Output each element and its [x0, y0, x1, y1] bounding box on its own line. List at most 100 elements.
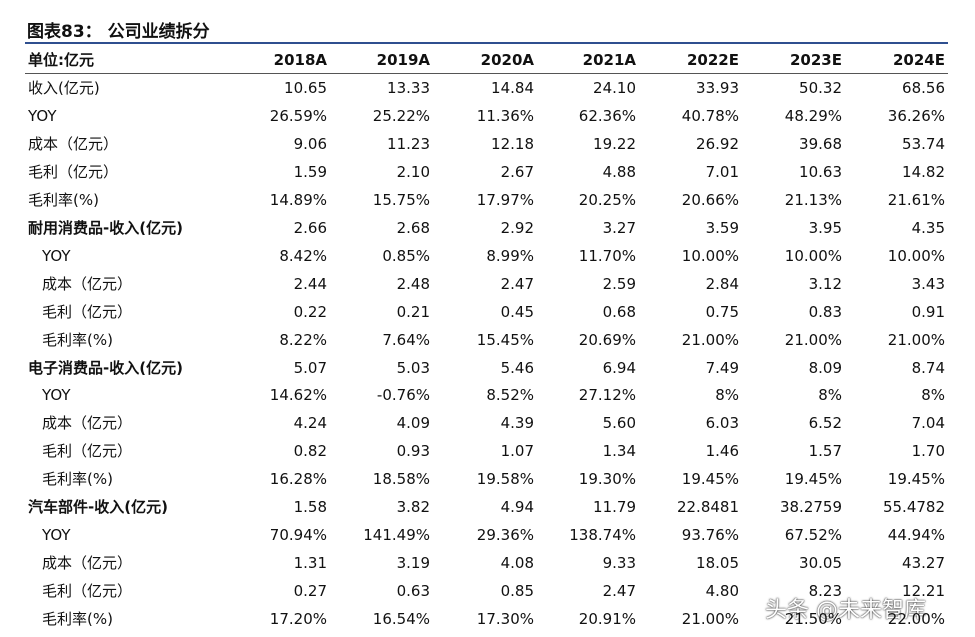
- cell-value: 7.01: [705, 162, 739, 181]
- row-label: 毛利（亿元）: [28, 162, 119, 181]
- title: 图表83： 公司业绩拆分: [27, 22, 210, 42]
- cell-value: 2.44: [293, 274, 327, 293]
- cell-value: 93.76%: [681, 526, 739, 545]
- cell-value: 14.82: [902, 162, 945, 181]
- cell-value: 2.59: [602, 274, 636, 293]
- row-label: 毛利（亿元）: [42, 582, 133, 601]
- cell-value: 22.8481: [676, 498, 739, 517]
- cell-value: 4.80: [705, 582, 739, 601]
- cell-value: 68.56: [902, 79, 945, 97]
- cell-value: 26.92: [696, 134, 739, 153]
- cell-value: 16.54%: [372, 610, 430, 629]
- cell-value: 17.97%: [476, 190, 534, 209]
- cell-value: 33.93: [696, 79, 739, 97]
- cell-value: 4.35: [911, 218, 945, 237]
- cell-value: 2.84: [705, 274, 739, 293]
- cell-value: 8%: [818, 386, 842, 405]
- cell-value: 21.00%: [681, 330, 739, 349]
- cell-value: 16.28%: [269, 470, 327, 489]
- cell-value: 3.19: [396, 554, 430, 573]
- cell-value: 4.24: [293, 414, 327, 433]
- cell-value: 20.69%: [578, 330, 636, 349]
- cell-value: 29.36%: [476, 526, 534, 545]
- cell-value: 4.09: [396, 414, 430, 433]
- cell-value: 27.12%: [578, 386, 636, 405]
- cell-value: 62.36%: [578, 106, 636, 125]
- cell-value: 4.39: [500, 414, 534, 433]
- row-label: 毛利（亿元）: [42, 302, 133, 321]
- cell-value: 0.93: [396, 442, 430, 461]
- row-label: 电子消费品-收入(亿元): [28, 358, 183, 377]
- cell-value: 15.75%: [372, 190, 430, 209]
- cell-value: 1.59: [293, 162, 327, 181]
- cell-value: 0.75: [705, 302, 739, 321]
- cell-value: 13.33: [387, 79, 430, 97]
- cell-value: 8%: [715, 386, 739, 405]
- cell-value: 14.84: [491, 79, 534, 97]
- row-label: 汽车部件-收入(亿元): [28, 498, 168, 517]
- cell-value: 11.36%: [476, 106, 534, 125]
- cell-value: 138.74%: [569, 526, 636, 545]
- cell-value: 8.42%: [279, 246, 327, 265]
- cell-value: 3.12: [808, 274, 842, 293]
- cell-value: 2.68: [396, 218, 430, 237]
- cell-value: 9.06: [293, 134, 327, 153]
- cell-value: 1.57: [808, 442, 842, 461]
- cell-value: 7.64%: [382, 330, 430, 349]
- cell-value: 14.62%: [269, 386, 327, 405]
- cell-value: 6.52: [808, 414, 842, 433]
- cell-value: 6.94: [602, 358, 636, 377]
- cell-value: 24.10: [593, 79, 636, 97]
- cell-value: 19.45%: [681, 470, 739, 489]
- cell-value: 2018A: [273, 51, 327, 69]
- cell-value: 4.08: [500, 554, 534, 573]
- cell-value: 0.82: [293, 442, 327, 461]
- cell-value: 3.59: [705, 218, 739, 237]
- cell-value: 39.68: [799, 134, 842, 153]
- cell-value: 11.70%: [578, 246, 636, 265]
- cell-value: 19.58%: [476, 470, 534, 489]
- row-label: YOY: [42, 526, 71, 545]
- cell-value: 10.00%: [887, 246, 945, 265]
- cell-value: 4.88: [602, 162, 636, 181]
- cell-value: 10.00%: [784, 246, 842, 265]
- cell-value: 8.99%: [486, 246, 534, 265]
- cell-value: 5.03: [396, 358, 430, 377]
- cell-value: 0.85: [500, 582, 534, 601]
- cell-value: 21.00%: [887, 330, 945, 349]
- cell-value: 2021A: [582, 51, 636, 69]
- cell-value: 25.22%: [372, 106, 430, 125]
- cell-value: 19.22: [593, 134, 636, 153]
- cell-value: 9.33: [602, 554, 636, 573]
- cell-value: 10.00%: [681, 246, 739, 265]
- cell-value: 12.21: [902, 582, 945, 601]
- cell-value: 2022E: [687, 51, 739, 69]
- row-label: 收入(亿元): [28, 79, 100, 97]
- cell-value: 3.82: [396, 498, 430, 517]
- cell-value: 21.61%: [887, 190, 945, 209]
- cell-value: 40.78%: [681, 106, 739, 125]
- cell-value: 3.95: [808, 218, 842, 237]
- row-label: 成本（亿元）: [42, 274, 133, 293]
- cell-value: 21.00%: [784, 330, 842, 349]
- cell-value: 8.22%: [279, 330, 327, 349]
- row-label: YOY: [42, 386, 71, 405]
- row-label: 成本（亿元）: [42, 414, 133, 433]
- cell-value: 22.00%: [887, 610, 945, 629]
- cell-value: 12.18: [491, 134, 534, 153]
- cell-value: 1.70: [911, 442, 945, 461]
- cell-value: 18.05: [696, 554, 739, 573]
- cell-value: 5.60: [602, 414, 636, 433]
- row-label: 毛利率(%): [42, 470, 113, 489]
- cell-value: 2.47: [500, 274, 534, 293]
- cell-value: 11.79: [593, 498, 636, 517]
- cell-value: 2.48: [396, 274, 430, 293]
- cell-value: -0.76%: [376, 386, 430, 405]
- cell-value: 8.09: [808, 358, 842, 377]
- cell-value: 7.04: [911, 414, 945, 433]
- row-label: 成本（亿元）: [28, 134, 119, 153]
- cell-value: 43.27: [902, 554, 945, 573]
- cell-value: 8.74: [911, 358, 945, 377]
- cell-value: 8.52%: [486, 386, 534, 405]
